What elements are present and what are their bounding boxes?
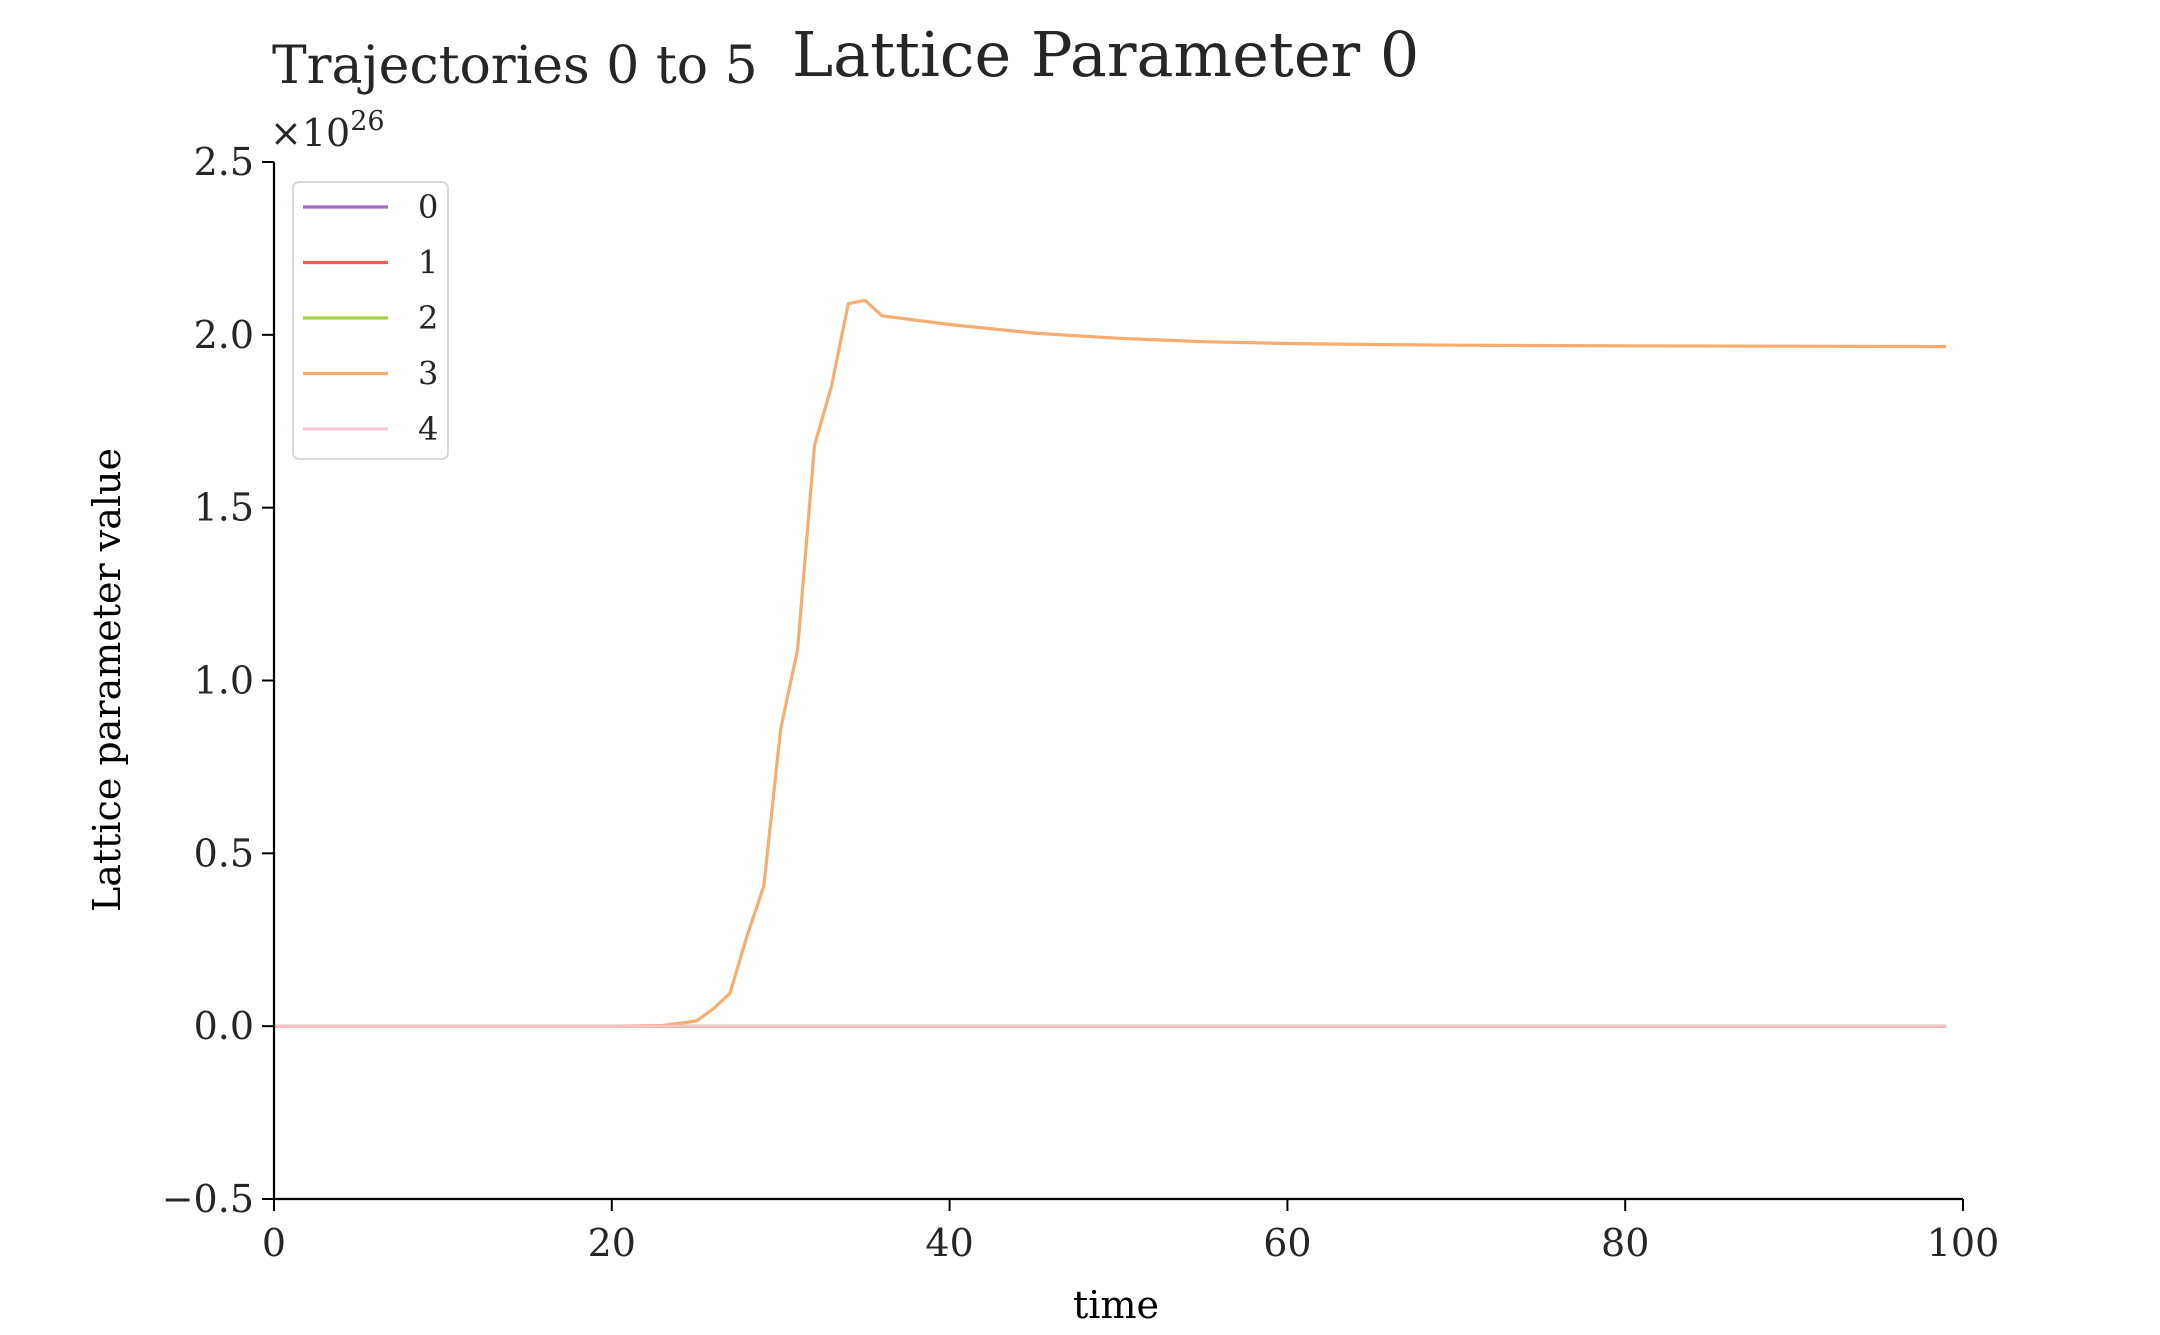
y-offset-label: ×1026 [270, 106, 385, 155]
x-tick-label: 80 [1601, 1221, 1649, 1265]
x-tick-label: 100 [1927, 1221, 2000, 1265]
x-ticks: 0 20 40 60 80 100 [262, 1199, 1999, 1265]
legend-label-2: 2 [418, 299, 438, 337]
legend-label-0: 0 [418, 188, 438, 226]
legend-label-4: 4 [418, 410, 438, 448]
chart-title: Lattice Parameter 0 [792, 18, 1419, 91]
x-tick-label: 40 [925, 1221, 973, 1265]
y-tick-label: 2.0 [194, 313, 254, 357]
legend: 0 1 2 3 4 [292, 181, 449, 460]
y-offset-base: ×10 [270, 111, 350, 155]
x-tick-label: 20 [588, 1221, 636, 1265]
y-tick-label: 1.5 [194, 486, 254, 530]
y-tick-label: 0.0 [194, 1004, 254, 1048]
series-layer [274, 298, 1947, 1028]
y-tick-label: 2.5 [194, 140, 254, 184]
y-tick-label: 0.5 [194, 831, 254, 875]
legend-label-1: 1 [418, 244, 438, 282]
x-tick-label: 60 [1263, 1221, 1311, 1265]
y-offset-exponent: 26 [350, 106, 384, 137]
x-axis-label: time [1073, 1283, 1159, 1327]
chart-subtitle: Trajectories 0 to 5 [272, 36, 758, 96]
series-line-3 [274, 298, 1947, 1028]
x-tick-label: 0 [262, 1221, 286, 1265]
y-axis-label: Lattice parameter value [85, 448, 129, 912]
y-tick-label: 1.0 [194, 659, 254, 703]
y-ticks: −0.5 0.0 0.5 1.0 1.5 2.0 2.5 [162, 140, 274, 1221]
legend-label-3: 3 [418, 355, 438, 393]
y-tick-label: −0.5 [162, 1177, 254, 1221]
legend-frame [292, 181, 449, 460]
